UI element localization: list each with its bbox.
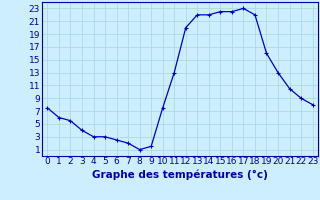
X-axis label: Graphe des températures (°c): Graphe des températures (°c)	[92, 169, 268, 180]
